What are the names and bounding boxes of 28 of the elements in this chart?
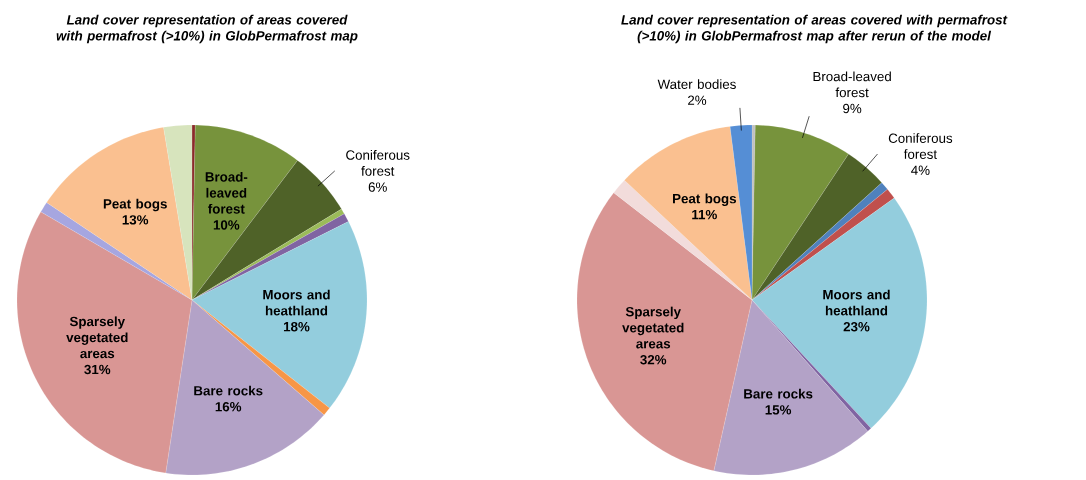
data-label: 13% [122,215,149,225]
slice-label: Broad-leaved forest [813,71,891,98]
data-label: 6% [368,182,387,192]
chart-title: Land cover representation of areas covered with permafrost (>10%) in GlobPermafrost map [56,14,358,44]
data-label: 2% [688,95,707,105]
slice-label: Broad-leaved forest [205,171,248,214]
slice-label: Moors and heathland [823,289,890,316]
data-label: 4% [911,165,930,175]
data-label: 18% [283,321,310,332]
slice-label: Coniferous forest [888,133,953,159]
slice-label: Moors and heathland [263,289,330,316]
slice-label: Water bodies [657,79,736,89]
slice-label: Bare rocks [194,385,263,396]
slice-label: Coniferous forest [346,149,410,176]
slice-label: Peat bogs [103,198,167,212]
data-label: 10% [213,220,240,230]
data-label: 11% [692,209,717,220]
slice-label: Sparsely vegetated areas [66,316,128,359]
data-label: 31% [84,364,111,375]
slice-label: Peat bogs [673,193,737,207]
slice-label: Bare rocks [744,388,813,399]
data-label: 16% [215,402,242,412]
data-label: 15% [765,405,792,415]
slice-label: Sparsely vegetated areas [622,306,684,349]
data-label: 23% [843,321,870,332]
data-label: 32% [640,355,667,365]
data-label: 9% [843,103,862,114]
chart-title: Land cover representation of areas covered with permafrost (>10%) in GlobPermafrost map after rerun of the model [621,14,1008,44]
